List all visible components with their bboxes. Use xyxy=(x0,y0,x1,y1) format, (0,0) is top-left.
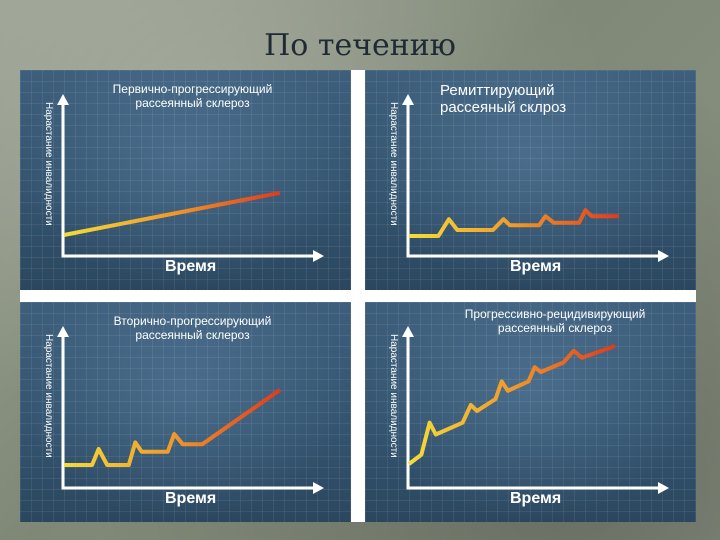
plot-area xyxy=(57,326,324,494)
diagram-board: Первично-прогрессирующий рассеянный скле… xyxy=(20,70,696,522)
y-axis-label: Нарастание инвалидности xyxy=(43,334,54,458)
panel-title-line-1: Первично-прогрессирующий xyxy=(112,82,273,96)
x-axis-arrow xyxy=(658,250,669,262)
panel-secondary-progressive: Вторично-прогрессирующий рассеянный скле… xyxy=(20,302,351,522)
panel-title-line-2: рассеянный склероз xyxy=(497,320,613,335)
panel-relapsing-remitting: Ремиттирующий рассеяный склроз Нарастани… xyxy=(365,70,696,290)
y-axis-label: Нарастание инвалидности xyxy=(388,334,399,458)
x-axis-label: Время xyxy=(165,258,217,275)
plot-area xyxy=(57,94,324,262)
panel-title-line-1: Вторично-прогрессирующий xyxy=(113,314,272,328)
panel-title: Ремиттирующий рассеяный склроз xyxy=(440,82,635,117)
y-axis-label: Нарастание инвалидности xyxy=(43,102,54,226)
panel-title-line-1: Прогрессивно-рецидивирующий xyxy=(464,307,646,321)
plot-area xyxy=(402,94,669,262)
y-axis-arrow xyxy=(402,94,414,105)
y-axis-arrow xyxy=(402,326,414,337)
disability-curve xyxy=(64,388,282,467)
y-axis-label: Нарастание инвалидности xyxy=(388,102,399,226)
x-axis-arrow xyxy=(313,482,324,494)
axis-lines xyxy=(406,330,663,490)
panel-title-line-2: рассеянный склероз xyxy=(135,95,250,110)
x-axis-label: Время xyxy=(165,490,217,507)
disability-curve xyxy=(407,344,616,466)
plot-area xyxy=(402,326,669,494)
panel-title-line-2: рассеянный склероз xyxy=(135,327,250,342)
panel-title-line-2: рассеяный склроз xyxy=(440,99,567,117)
panel-title: Первично-прогрессирующий рассеянный скле… xyxy=(95,82,290,111)
disability-curve xyxy=(63,190,281,237)
axis-lines xyxy=(61,98,318,258)
disability-curve xyxy=(409,208,619,238)
x-axis-arrow xyxy=(658,482,669,494)
panel-title: Вторично-прогрессирующий рассеянный скле… xyxy=(95,314,290,343)
x-axis-label: Время xyxy=(510,490,562,507)
panel-title: Прогрессивно-рецидивирующий рассеянный с… xyxy=(425,307,685,336)
x-axis-label: Время xyxy=(510,258,562,275)
panel-progressive-relapsing: Прогрессивно-рецидивирующий рассеянный с… xyxy=(365,302,696,522)
axis-lines xyxy=(406,98,663,258)
panel-primary-progressive: Первично-прогрессирующий рассеянный скле… xyxy=(20,70,351,290)
x-axis-arrow xyxy=(313,250,324,262)
y-axis-arrow xyxy=(57,94,69,105)
panel-title-line-1: Ремиттирующий xyxy=(440,82,555,99)
y-axis-arrow xyxy=(57,326,69,337)
slide-title: По течению xyxy=(264,28,456,63)
axis-lines xyxy=(61,330,318,490)
